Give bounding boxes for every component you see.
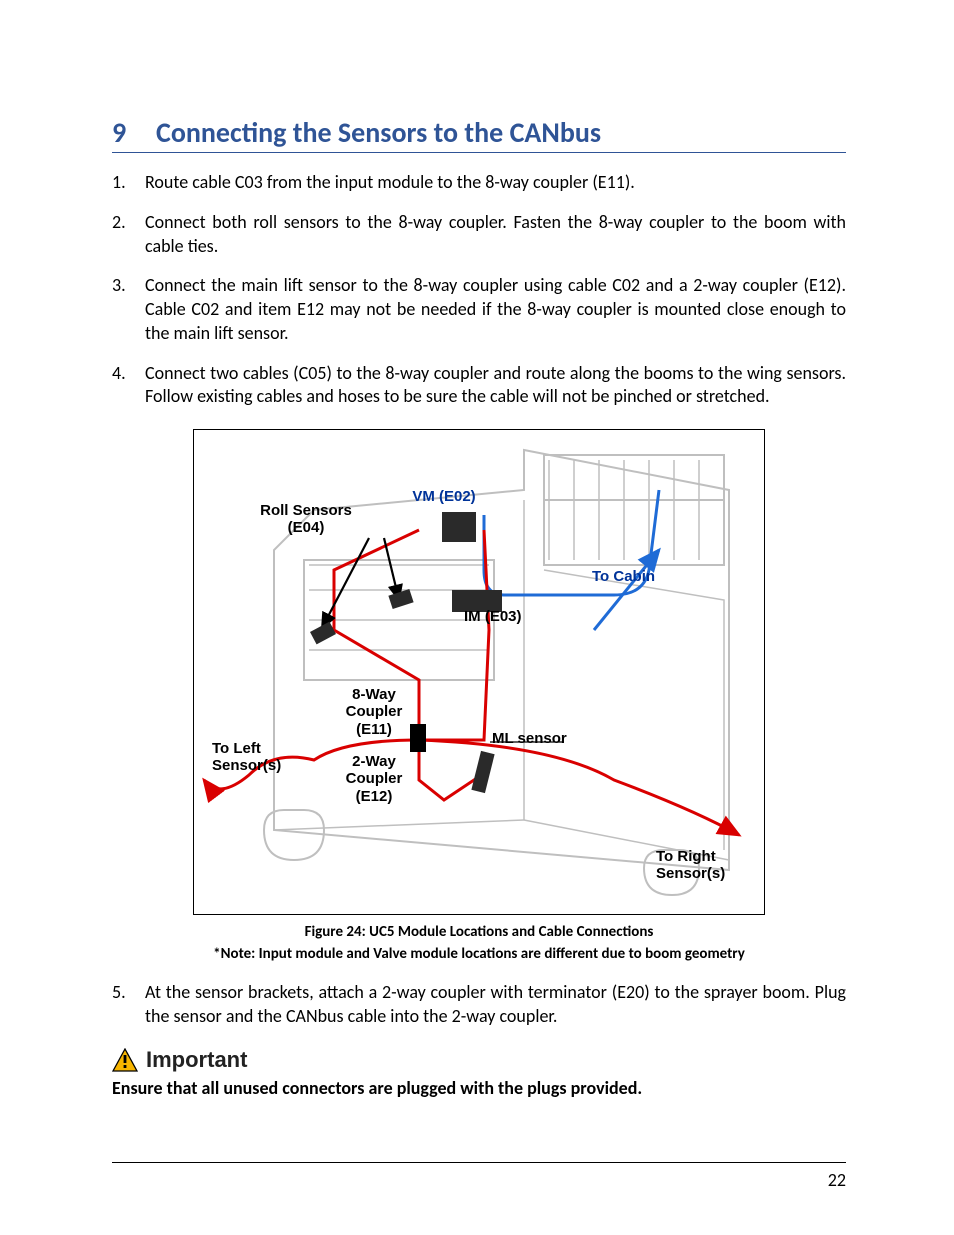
important-label: Important <box>146 1047 247 1073</box>
footer-rule <box>112 1162 846 1163</box>
diagram-label-to_right: To RightSensor(s) <box>656 848 725 883</box>
diagram-label-vm: VM (E02) <box>412 488 475 505</box>
diagram-label-roll: Roll Sensors(E04) <box>260 502 352 537</box>
diagram-label-ml_sensor: ML sensor <box>492 730 567 747</box>
heading-number: 9 <box>112 115 156 150</box>
important-callout: Important <box>112 1047 846 1073</box>
step-3: Connect the main lift sensor to the 8-wa… <box>112 274 846 345</box>
diagram-label-eight_way: 8-WayCoupler(E11) <box>346 686 403 738</box>
figure-container: VM (E02) Roll Sensors(E04) To Cabin IM (E03… <box>112 429 846 915</box>
steps-list: Route cable C03 from the input module to… <box>112 171 846 409</box>
step-4: Connect two cables (C05) to the 8-way co… <box>112 362 846 410</box>
figure-note: *Note: Input module and Valve module loc… <box>112 945 846 963</box>
warning-icon <box>112 1048 138 1072</box>
step-2: Connect both roll sensors to the 8-way c… <box>112 211 846 259</box>
diagram-label-im: IM (E03) <box>464 608 522 625</box>
diagram-label-two_way: 2-WayCoupler(E12) <box>346 753 403 805</box>
important-text: Ensure that all unused connectors are pl… <box>112 1077 846 1099</box>
diagram-label-to_cabin: To Cabin <box>592 568 655 585</box>
section-heading: 9 Connecting the Sensors to the CANbus <box>112 115 846 153</box>
step-1: Route cable C03 from the input module to… <box>112 171 846 195</box>
document-page: 9 Connecting the Sensors to the CANbus R… <box>0 0 954 1235</box>
page-number: 22 <box>828 1169 846 1191</box>
diagram-label-to_left: To LeftSensor(s) <box>212 740 281 775</box>
steps-list-continued: At the sensor brackets, attach a 2-way c… <box>112 981 846 1029</box>
heading-title: Connecting the Sensors to the CANbus <box>156 115 601 150</box>
step-5: At the sensor brackets, attach a 2-way c… <box>112 981 846 1029</box>
figure-caption: Figure 24: UC5 Module Locations and Cabl… <box>112 923 846 941</box>
diagram-figure: VM (E02) Roll Sensors(E04) To Cabin IM (E03… <box>193 429 765 915</box>
